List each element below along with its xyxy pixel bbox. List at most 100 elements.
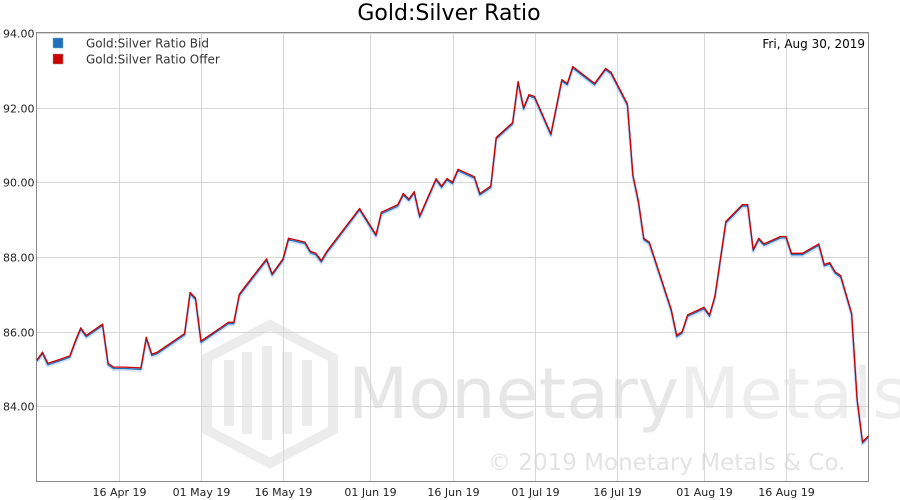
data-point <box>495 136 497 139</box>
data-point <box>626 103 629 105</box>
data-point <box>861 441 864 443</box>
legend: Gold:Silver Ratio Bid Gold:Silver Ratio … <box>52 37 220 67</box>
data-point <box>681 331 683 333</box>
data-point <box>123 366 126 368</box>
data-point <box>266 258 268 260</box>
data-point <box>533 95 536 98</box>
data-point <box>413 191 415 193</box>
data-point <box>823 263 825 266</box>
data-point <box>271 273 273 275</box>
data-point <box>222 325 224 327</box>
data-point <box>397 204 399 206</box>
data-point <box>52 360 55 363</box>
data-point <box>457 168 459 170</box>
data-point <box>238 293 240 295</box>
data-point <box>856 398 858 400</box>
x-tick-label: 01 Jul 19 <box>511 486 559 499</box>
x-tick-label: 16 May 19 <box>255 486 313 499</box>
data-point <box>566 82 568 84</box>
data-point <box>402 192 404 195</box>
data-point <box>408 198 410 200</box>
x-tick-label: 01 May 19 <box>173 486 231 499</box>
y-axis: 84.00 86.00 88.00 90.00 92.00 94.00 <box>3 28 35 414</box>
data-point <box>102 323 104 325</box>
legend-item-bid: Gold:Silver Ratio Bid <box>52 37 209 51</box>
data-point <box>528 94 530 96</box>
data-point <box>517 80 519 83</box>
data-point <box>446 178 448 180</box>
data-point <box>451 181 454 183</box>
data-point <box>801 252 804 254</box>
watermark: MonetaryMetals ® © 2019 Monetary Metals … <box>202 319 900 476</box>
data-point <box>194 297 197 299</box>
data-point <box>74 340 76 342</box>
data-point <box>594 82 596 84</box>
data-point <box>184 332 186 335</box>
data-point <box>561 79 563 81</box>
data-point <box>511 122 514 124</box>
data-point <box>829 262 831 264</box>
data-point <box>326 250 328 252</box>
plot-frame <box>36 32 869 482</box>
y-tick-label: 92.00 <box>3 103 35 116</box>
data-point <box>189 291 191 294</box>
legend-swatch-bid <box>52 37 64 49</box>
data-point <box>670 308 672 310</box>
data-point <box>867 435 869 437</box>
watermark-copyright: © 2019 Monetary Metals & Co. <box>488 450 845 476</box>
data-point <box>91 331 93 333</box>
data-point <box>315 252 317 254</box>
data-point <box>834 271 836 273</box>
data-point <box>287 237 290 239</box>
data-point <box>107 362 109 364</box>
data-point <box>473 176 475 178</box>
data-point <box>610 71 612 73</box>
x-tick-label: 16 Jul 19 <box>593 486 641 499</box>
data-point <box>36 359 38 361</box>
data-point <box>605 67 607 70</box>
data-point <box>205 336 208 338</box>
legend-label-offer: Gold:Silver Ratio Offer <box>86 53 220 67</box>
data-point <box>818 243 820 245</box>
data-point <box>687 314 689 316</box>
data-point <box>375 234 377 236</box>
data-point <box>523 107 525 109</box>
data-point <box>632 174 634 176</box>
data-point <box>785 235 787 238</box>
legend-label-bid: Gold:Silver Ratio Bid <box>86 37 209 51</box>
data-point <box>151 353 153 355</box>
data-point <box>441 185 443 187</box>
data-point <box>648 241 650 243</box>
data-point <box>643 237 645 239</box>
data-point <box>851 312 853 314</box>
data-point <box>227 321 229 323</box>
data-point <box>758 237 760 239</box>
data-point <box>156 351 158 353</box>
data-point <box>741 204 743 206</box>
data-point <box>41 351 44 353</box>
grid <box>37 33 868 481</box>
series-layer <box>35 65 870 446</box>
data-point <box>200 340 202 342</box>
data-point <box>763 243 765 245</box>
watermark-logo <box>202 319 338 469</box>
data-point <box>490 185 492 187</box>
data-point <box>703 306 705 308</box>
watermark-registered: ® <box>855 364 867 378</box>
data-point <box>112 366 115 368</box>
data-point <box>637 200 640 202</box>
date-label: Fri, Aug 30, 2019 <box>762 37 865 51</box>
x-tick-label: 01 Jun 19 <box>344 486 396 499</box>
chart-title: Gold:Silver Ratio <box>357 1 540 26</box>
y-tick-label: 90.00 <box>3 177 35 190</box>
x-tick-label: 16 Aug 19 <box>758 486 814 499</box>
data-point <box>779 235 782 238</box>
data-point <box>714 295 716 297</box>
data-point <box>80 327 82 329</box>
data-point <box>840 275 842 277</box>
series-line-offer <box>36 65 869 443</box>
data-point <box>304 241 306 243</box>
y-tick-label: 88.00 <box>3 252 35 265</box>
data-point <box>233 321 235 323</box>
